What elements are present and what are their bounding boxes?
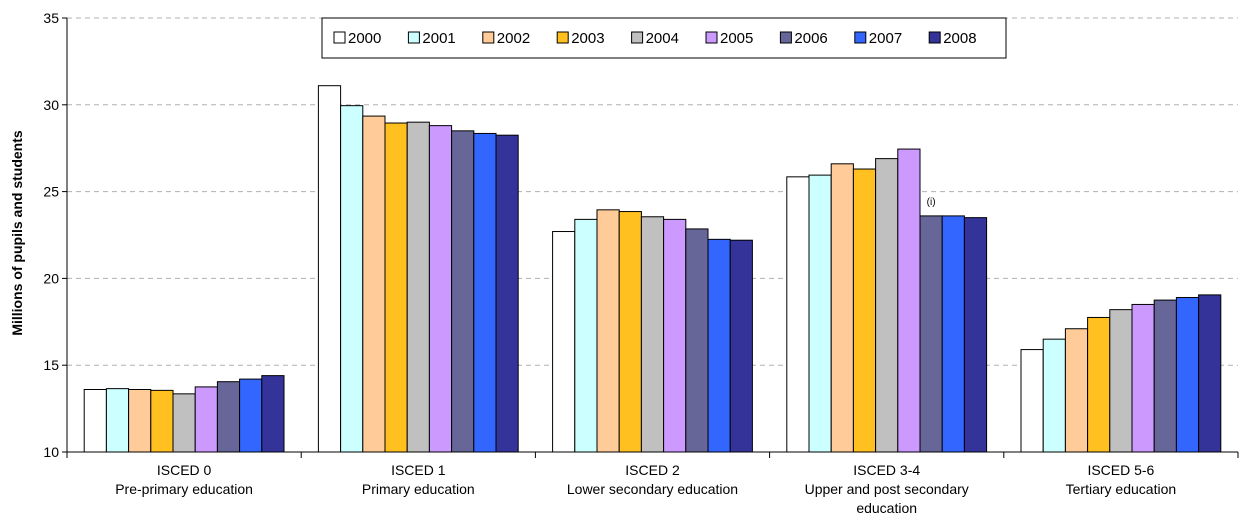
legend-label-2004: 2004 [646,30,679,47]
bar-2001-cat-2 [574,218,598,453]
bar-2007-cat-3 [941,215,965,453]
legend-swatch-2008 [928,31,941,44]
legend-label-2002: 2002 [497,30,530,47]
annotations: (i) [927,197,936,208]
legend-swatch-2002 [482,31,495,44]
bar-2002-cat-3 [830,163,854,453]
bar-2000-cat-1 [317,85,342,453]
bar-2002-cat-2 [596,209,620,453]
legend-label-2001: 2001 [422,30,455,47]
bar-2003-cat-2 [618,211,642,453]
x-category-label: ISCED 1 [391,462,446,478]
bar-2008-cat-2 [729,239,753,453]
bar-2007-cat-2 [707,238,731,453]
legend-swatch-2003 [556,31,569,44]
x-category-label: ISCED 2 [625,462,680,478]
annotation-label: (i) [927,197,936,208]
bar-2006-cat-3 [919,215,943,453]
x-category-label: Upper and post secondary [805,481,969,497]
bar-2005-cat-1 [428,125,453,453]
x-category-label: Pre-primary education [115,481,253,497]
y-tick-label: 25 [43,184,59,200]
bar-2002-cat-1 [362,115,386,453]
x-category-label: Tertiary education [1066,481,1177,497]
y-tick-label: 10 [43,444,59,460]
axes [62,17,1239,458]
x-category-label: ISCED 3-4 [853,462,920,478]
bar-2005-cat-0 [194,386,218,453]
y-tick-labels: 10 15 20 25 30 35 [43,10,59,460]
bar-2004-cat-0 [172,393,196,453]
bar-2008-cat-4 [1198,294,1222,453]
legend-label-2006: 2006 [794,30,827,47]
bar-2000-cat-2 [552,231,576,453]
bar-2003-cat-1 [384,122,408,453]
bar-2004-cat-3 [875,158,899,453]
bar-2005-cat-2 [663,218,687,453]
bar-2006-cat-1 [451,130,475,453]
legend: 2000 2001 2002 2003 2004 2005 2006 2007 2008 [321,17,1007,59]
bar-2004-cat-2 [640,216,665,453]
bar-2002-cat-0 [128,389,152,453]
bar-2003-cat-0 [150,389,174,453]
bar-2001-cat-0 [105,388,130,453]
bar-2008-cat-3 [963,217,988,453]
x-category-label: ISCED 5-6 [1087,462,1154,478]
bar-2005-cat-3 [897,148,921,453]
legend-swatch-2006 [779,31,792,44]
legend-swatch-2004 [631,31,644,44]
x-category-label: Lower secondary education [567,481,738,497]
y-tick-label: 20 [43,270,59,286]
legend-box [321,17,1007,59]
bar-2000-cat-3 [786,176,810,453]
bar-2004-cat-4 [1109,309,1133,453]
bar-2007-cat-0 [239,378,263,453]
bar-2008-cat-1 [495,134,519,453]
legend-label-2007: 2007 [869,30,902,47]
bar-2003-cat-4 [1087,316,1111,453]
bar-2003-cat-3 [852,168,877,453]
legend-swatch-2001 [407,31,420,44]
y-axis-label: Millions of pupils and students [9,130,25,336]
legend-swatch-2005 [705,31,718,44]
legend-label-2003: 2003 [571,30,604,47]
legend-label-2000: 2000 [348,30,381,47]
x-category-label: ISCED 0 [157,462,212,478]
bar-2001-cat-1 [340,105,364,453]
y-tick-label: 15 [43,357,59,373]
y-tick-label: 35 [43,10,59,26]
x-category-labels: ISCED 0 Pre-primary education ISCED 1 Prima… [115,462,1176,516]
bar-2007-cat-1 [473,132,497,453]
x-category-label: Primary education [362,481,475,497]
bar-series [83,85,1222,453]
bar-2004-cat-1 [406,121,430,453]
bar-2007-cat-4 [1175,297,1200,453]
legend-label-2005: 2005 [720,30,753,47]
legend-label-2008: 2008 [943,30,976,47]
bar-2008-cat-0 [261,375,285,453]
bar-2000-cat-4 [1020,349,1044,453]
bar-2006-cat-0 [216,381,241,453]
bar-2000-cat-0 [83,389,107,453]
bar-2006-cat-4 [1153,299,1177,453]
bar-2002-cat-4 [1064,328,1089,453]
bar-2001-cat-4 [1042,338,1066,453]
bar-2001-cat-3 [808,174,832,453]
bar-2006-cat-2 [685,228,709,453]
x-category-label: education [856,500,917,516]
y-tick-label: 30 [43,97,59,113]
bar-2005-cat-4 [1131,303,1155,453]
legend-swatch-2007 [854,31,867,44]
legend-swatch-2000 [333,31,346,44]
